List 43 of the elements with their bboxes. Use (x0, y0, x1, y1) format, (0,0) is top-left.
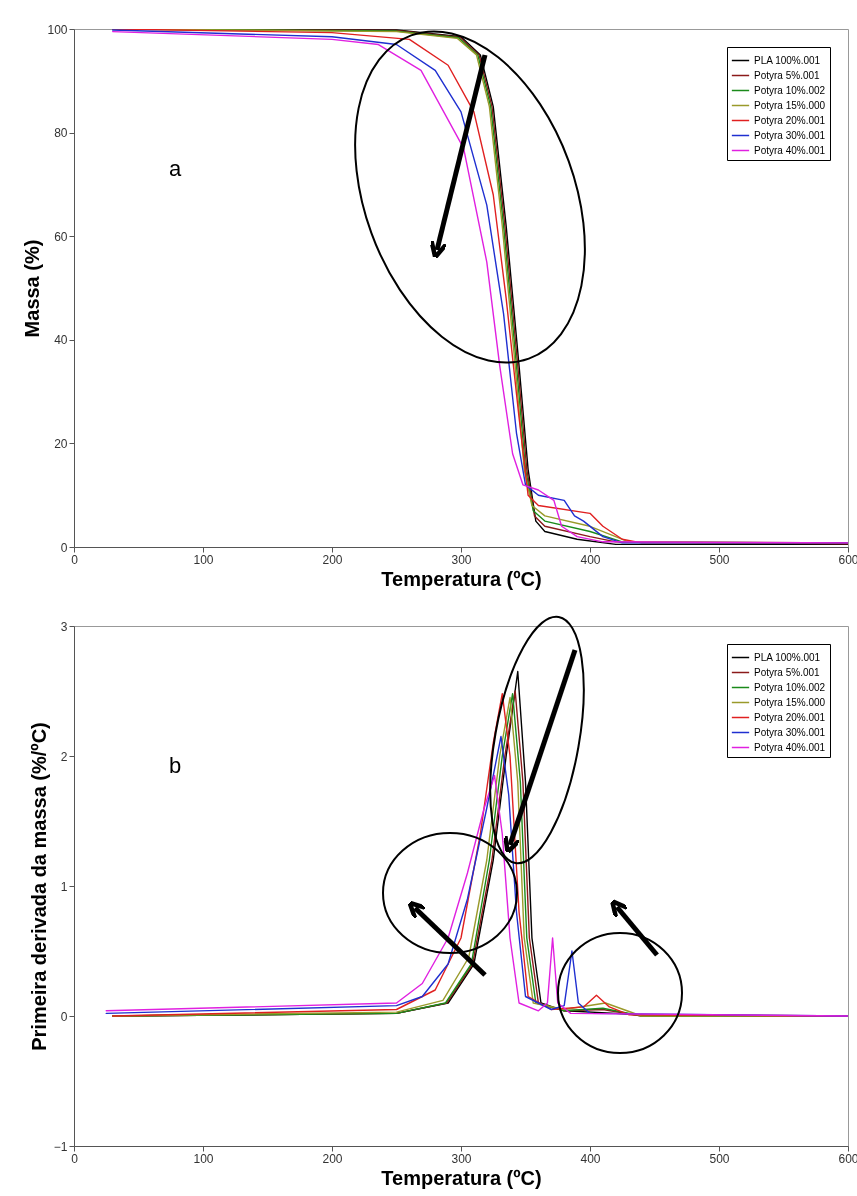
y-tick-label: 2 (60, 749, 68, 764)
y-tick-label: 80 (54, 126, 68, 141)
x-tick-label: 400 (580, 552, 601, 567)
legend-label: Potyra 40%.001 (754, 741, 826, 753)
y-tick-label: 0 (60, 1009, 68, 1024)
y-tick-label: 0 (60, 540, 68, 555)
x-tick-label: 0 (71, 1151, 79, 1166)
legend-label: Potyra 5%.001 (754, 69, 821, 81)
x-tick-label: 100 (193, 1151, 214, 1166)
annotation: a (169, 156, 182, 181)
legend-label: Potyra 15%.000 (754, 696, 826, 708)
y-tick-label: −1 (53, 1139, 68, 1154)
y-axis-title: Massa (%) (21, 239, 44, 338)
x-tick-label: 0 (71, 552, 79, 567)
x-tick-label: 400 (580, 1151, 601, 1166)
y-tick-label: 3 (60, 619, 68, 634)
x-tick-label: 500 (709, 552, 730, 567)
x-tick-label: 100 (193, 552, 214, 567)
legend-label: PLA 100%.001 (754, 651, 821, 663)
annotation: b (169, 753, 182, 778)
legend-label: Potyra 10%.002 (754, 84, 826, 96)
y-tick-label: 20 (54, 436, 68, 451)
legend-label: Potyra 30%.001 (754, 726, 826, 738)
x-tick-label: 200 (322, 1151, 343, 1166)
legend-label: Potyra 15%.000 (754, 99, 826, 111)
y-tick-label: 1 (60, 879, 68, 894)
x-tick-label: 300 (451, 1151, 472, 1166)
x-axis-title: Temperatura (ºC) (381, 1166, 542, 1189)
legend-label: PLA 100%.001 (754, 54, 821, 66)
y-axis-title: Primeira derivada da massa (%/ºC) (27, 722, 50, 1051)
x-tick-label: 300 (451, 552, 472, 567)
legend-label: Potyra 10%.002 (754, 681, 826, 693)
y-tick-label: 40 (54, 333, 68, 348)
x-axis-title: Temperatura (ºC) (381, 567, 542, 590)
legend-label: Potyra 5%.001 (754, 666, 821, 678)
legend-label: Potyra 20%.001 (754, 711, 826, 723)
legend-label: Potyra 20%.001 (754, 114, 826, 126)
legend-label: Potyra 30%.001 (754, 129, 826, 141)
x-tick-label: 200 (322, 552, 343, 567)
y-tick-label: 100 (47, 22, 68, 37)
legend-label: Potyra 40%.001 (754, 144, 826, 156)
x-tick-label: 500 (709, 1151, 730, 1166)
y-tick-label: 60 (54, 229, 68, 244)
